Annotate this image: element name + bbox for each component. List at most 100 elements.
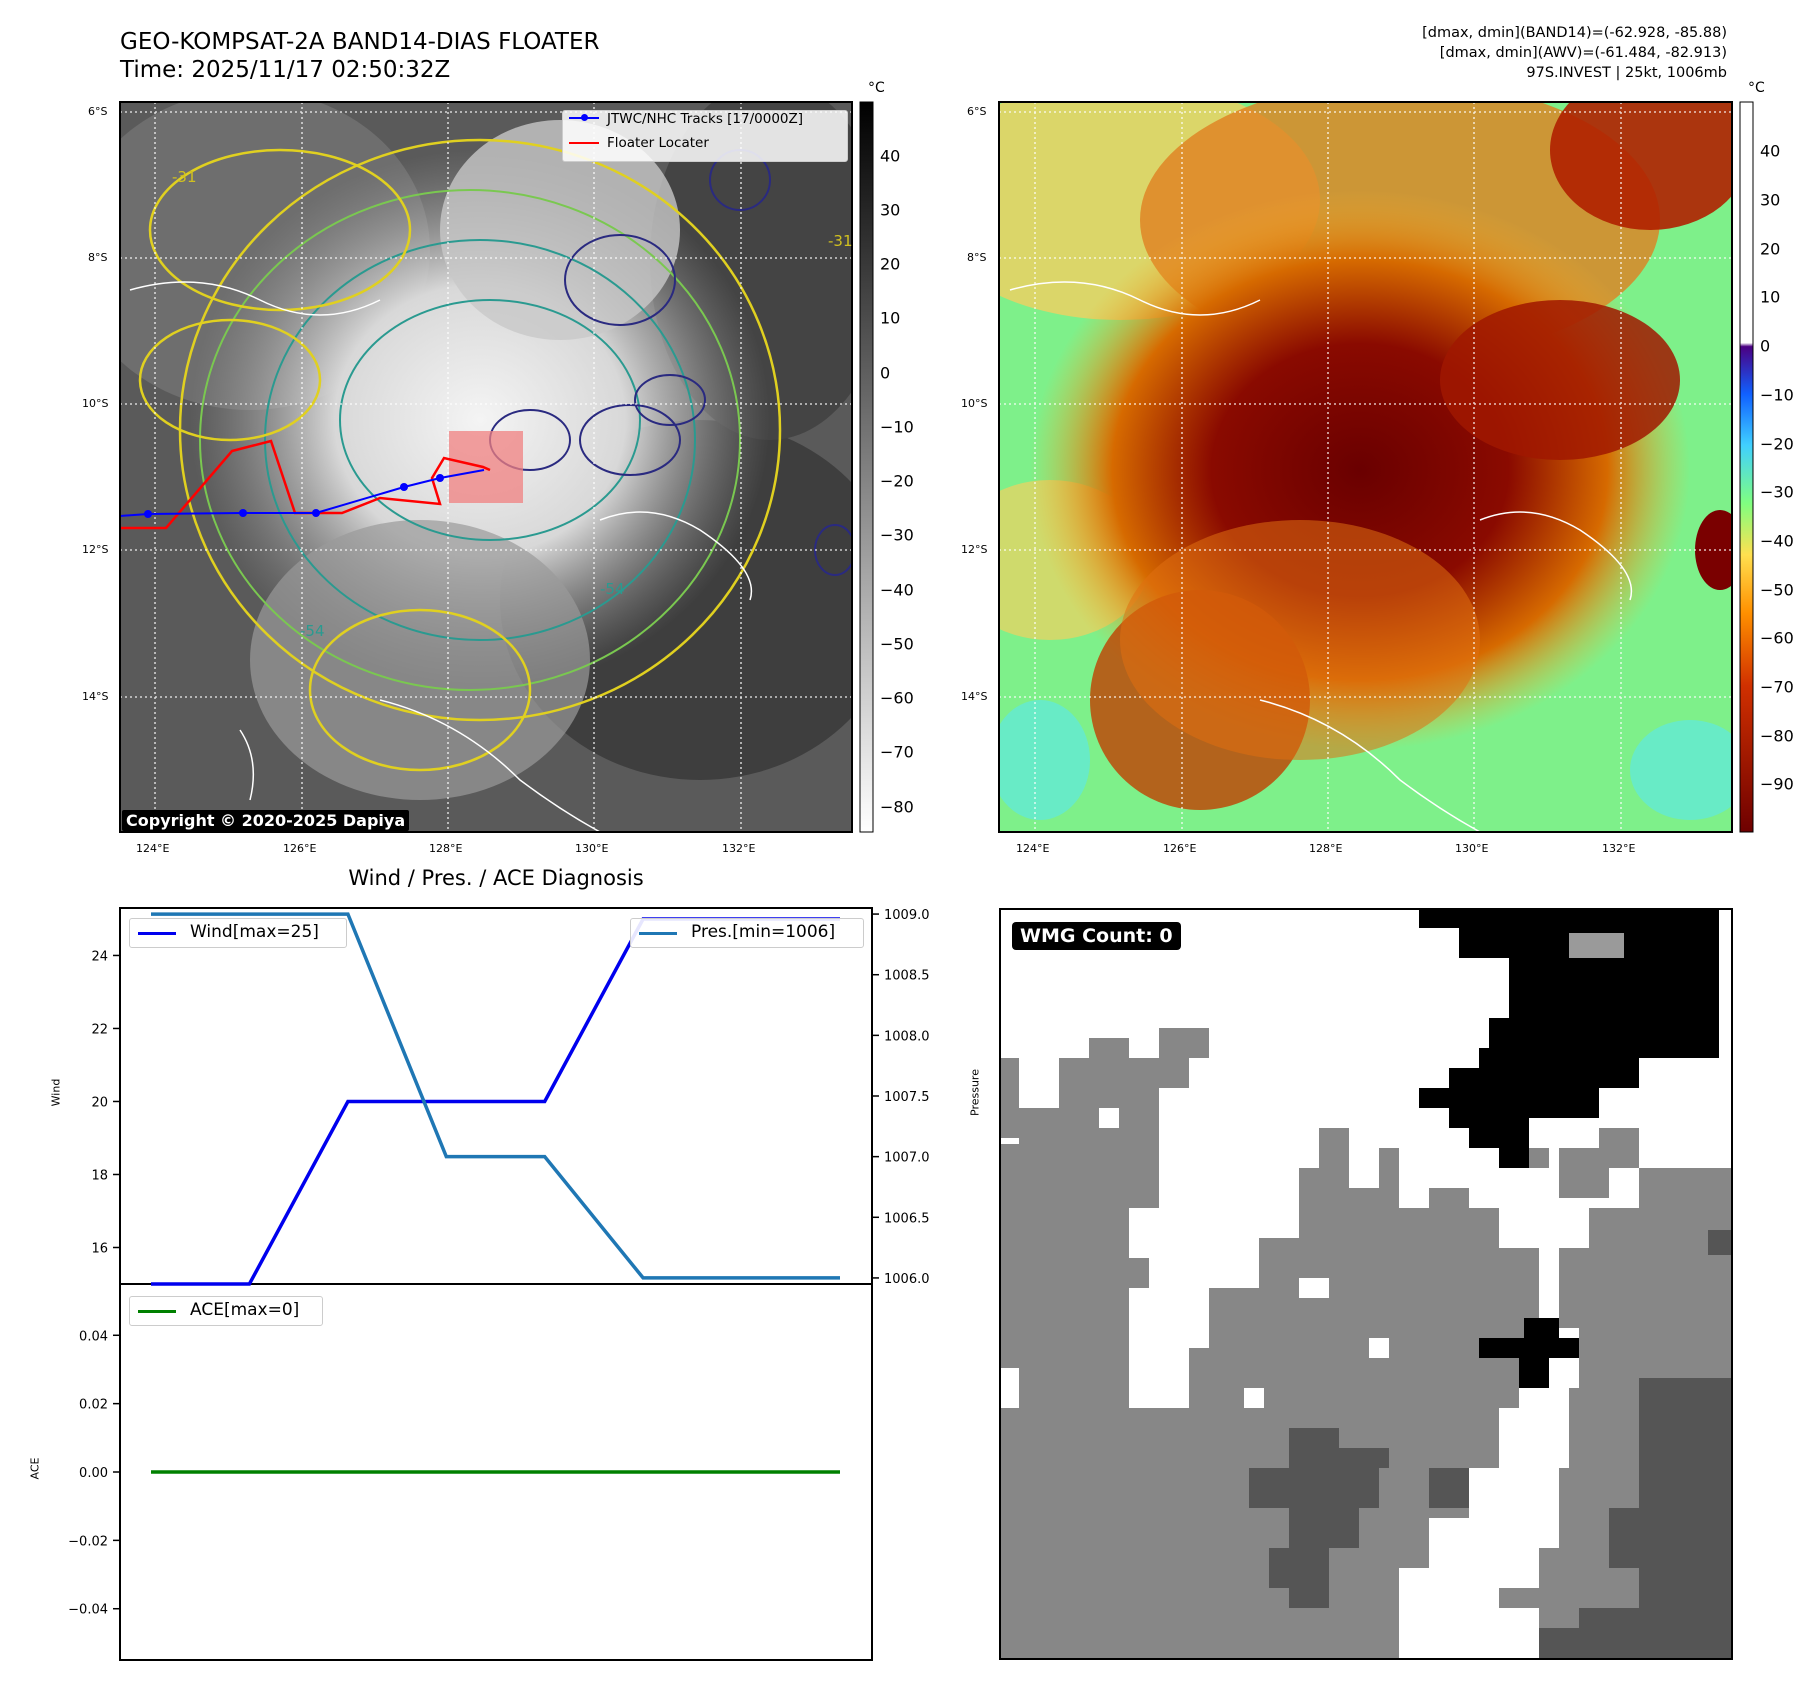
pressure-legend-swatch: [639, 932, 677, 935]
lat-label: 14°S: [82, 690, 109, 703]
pressure-series-line: [151, 912, 840, 1280]
contour-label: -31: [172, 168, 197, 186]
contour-label: -54: [300, 622, 325, 640]
copyright-badge: Copyright © 2020-2025 Dapiya: [122, 810, 410, 831]
legend-locator-swatch: [569, 142, 599, 144]
cbar-tick: −50: [880, 634, 914, 654]
figure-title-line2: Time: 2025/11/17 02:50:32Z: [120, 57, 451, 83]
legend-track-marker: [581, 114, 588, 121]
ace-legend: ACE[max=0]: [129, 1296, 323, 1326]
contour-label: -54: [600, 580, 625, 598]
cbar-tick: 20: [1760, 239, 1781, 259]
lon-label: 132°E: [1602, 842, 1636, 855]
legend-locator-label: Floater Locater: [607, 135, 709, 151]
legend-track-label: JTWC/NHC Tracks [17/0000Z]: [607, 111, 804, 127]
ir-colorbar-unit: °C: [868, 80, 885, 96]
lon-label: 124°E: [136, 842, 170, 855]
pressure-tick-label: 1007.0: [884, 1151, 930, 1166]
lat-label: 8°S: [967, 251, 987, 264]
ace-tick-label: −0.04: [68, 1603, 108, 1618]
cbar-tick: −50: [1760, 580, 1794, 600]
wind-legend-label: Wind[max=25]: [190, 922, 319, 942]
pressure-tick-label: 1007.5: [884, 1090, 930, 1105]
cbar-tick: −80: [880, 797, 914, 817]
cbar-tick: 0: [1760, 336, 1771, 356]
cbar-tick: −20: [1760, 434, 1794, 454]
floater-locator-line: [120, 439, 491, 530]
ace-tick-label: 0.00: [79, 1466, 108, 1481]
ace-tick-label: −0.02: [68, 1534, 108, 1549]
cbar-tick: 20: [880, 254, 901, 274]
ace-tick-label: 0.02: [79, 1398, 108, 1413]
cbar-tick: −30: [880, 525, 914, 545]
info-line2: [dmax, dmin](AWV)=(-61.484, -82.913): [1439, 45, 1727, 61]
cbar-tick: 10: [880, 308, 901, 328]
cbar-tick: −40: [1760, 531, 1794, 551]
pressure-tick-label: 1006.5: [884, 1211, 930, 1226]
lon-label: 130°E: [1455, 842, 1489, 855]
lat-label: 6°S: [88, 105, 108, 118]
pressure-legend: Pres.[min=1006]: [630, 918, 864, 948]
contour-label: -31: [828, 232, 853, 250]
cbar-tick: −30: [1760, 482, 1794, 502]
cbar-tick: −10: [1760, 385, 1794, 405]
wind-tick-label: 16: [91, 1241, 108, 1256]
cbar-tick: −70: [880, 742, 914, 762]
cbar-tick: −60: [880, 688, 914, 708]
lon-label: 128°E: [429, 842, 463, 855]
awv-imagery: [999, 102, 1732, 832]
lon-label: 130°E: [575, 842, 609, 855]
ace-legend-swatch: [138, 1310, 176, 1313]
wind-tick-label: 18: [91, 1168, 108, 1183]
ir-map-legend: JTWC/NHC Tracks [17/0000Z] Floater Locat…: [562, 110, 848, 162]
pressure-legend-label: Pres.[min=1006]: [691, 922, 836, 942]
info-line1: [dmax, dmin](BAND14)=(-62.928, -85.88): [1422, 25, 1727, 41]
cbar-tick: −90: [1760, 774, 1794, 794]
figure-title-line1: GEO-KOMPSAT-2A BAND14-DIAS FLOATER: [120, 29, 600, 55]
lat-label: 12°S: [82, 543, 109, 556]
lon-label: 132°E: [722, 842, 756, 855]
wind-pres-axes: [119, 907, 873, 1285]
pressure-tick-label: 1009.0: [884, 908, 930, 923]
wind-tick-label: 20: [91, 1095, 108, 1110]
wmg-frame: [999, 908, 1733, 1660]
lon-label: 126°E: [1163, 842, 1197, 855]
cbar-tick: 30: [880, 200, 901, 220]
ir-colorbar-ticks: 40 30 20 10 0 −10 −20 −30 −40 −50 −60 −7…: [880, 0, 920, 880]
ace-legend-label: ACE[max=0]: [190, 1300, 300, 1320]
pressure-tick-label: 1008.5: [884, 969, 930, 984]
lat-label: 6°S: [967, 105, 987, 118]
wind-tick-label: 22: [91, 1022, 108, 1037]
cbar-tick: 10: [1760, 287, 1781, 307]
wind-tick-label: 24: [91, 949, 108, 964]
pressure-axis-label: Pressure: [968, 1069, 982, 1116]
ace-tick-label: 0.04: [79, 1329, 108, 1344]
info-line3: 97S.INVEST | 25kt, 1006mb: [1526, 65, 1727, 81]
cbar-tick: −70: [1760, 677, 1794, 697]
cbar-tick: 40: [1760, 141, 1781, 161]
wind-axis-label: Wind: [49, 1078, 63, 1107]
lat-label: 12°S: [961, 543, 988, 556]
cbar-tick: −60: [1760, 628, 1794, 648]
pressure-tick-label: 1006.0: [884, 1272, 930, 1287]
ir-imagery: [120, 102, 852, 832]
lat-label: 10°S: [82, 397, 109, 410]
wmg-panel: [999, 908, 1733, 1660]
lon-label: 126°E: [283, 842, 317, 855]
lat-label: 14°S: [961, 690, 988, 703]
cbar-tick: −80: [1760, 726, 1794, 746]
diag-title: Wind / Pres. / ACE Diagnosis: [348, 866, 644, 890]
awv-colorbar: [1739, 101, 1754, 833]
ir-colorbar: [859, 101, 874, 833]
diag-charts: 16 18 20 22 24 1006.0 1006.5 1007.0 1007.5 1008.0…: [68, 907, 930, 1661]
cbar-tick: −40: [880, 580, 914, 600]
lon-label: 128°E: [1309, 842, 1343, 855]
ace-axis-label: ACE: [28, 1457, 42, 1480]
wmg-count-badge: WMG Count: 0: [1012, 922, 1181, 950]
cbar-tick: 30: [1760, 190, 1781, 210]
lat-label: 8°S: [88, 251, 108, 264]
wind-legend-swatch: [138, 932, 176, 935]
awv-colorbar-unit: °C: [1748, 80, 1765, 96]
cbar-tick: −10: [880, 417, 914, 437]
awv-colorbar-ticks: 40 30 20 10 0 −10 −20 −30 −40 −50 −60 −7…: [1760, 0, 1808, 880]
